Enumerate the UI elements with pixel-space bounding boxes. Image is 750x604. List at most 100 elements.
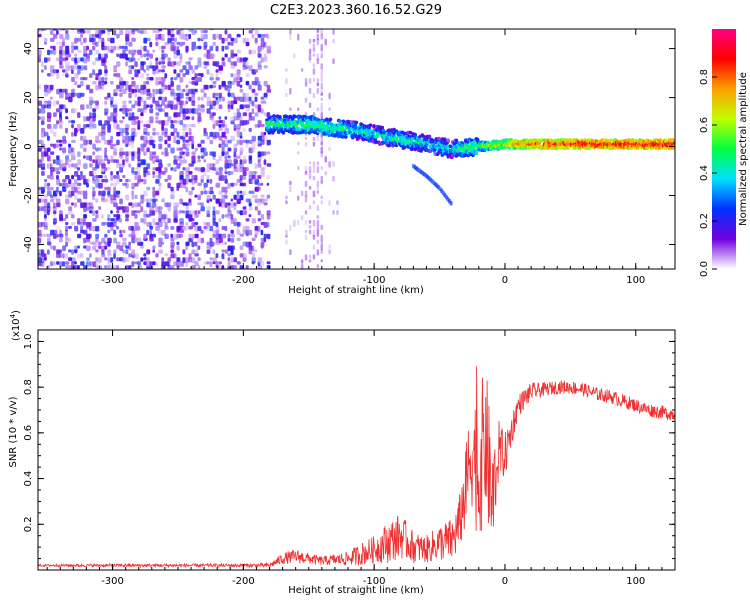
spectrogram-cell bbox=[53, 261, 56, 266]
spectrogram-cell bbox=[221, 225, 225, 231]
spectrogram-cell bbox=[239, 210, 244, 216]
spectrogram-cell bbox=[218, 104, 223, 110]
spectrogram-cell bbox=[182, 249, 186, 255]
spectrogram-cell bbox=[158, 135, 163, 142]
spectrogram-cell bbox=[194, 147, 198, 152]
spectrogram-cell bbox=[320, 73, 323, 79]
spectrogram-cell bbox=[289, 185, 292, 193]
spectrogram-cell bbox=[254, 198, 259, 203]
spectrogram-cell bbox=[134, 225, 138, 231]
spectrogram-cell bbox=[92, 80, 97, 85]
spectrogram-cell bbox=[89, 96, 94, 102]
spectrogram-cell bbox=[218, 171, 223, 177]
spectrogram-cell bbox=[239, 175, 243, 181]
spectrogram-cell bbox=[200, 73, 204, 78]
spectrogram-cell bbox=[230, 104, 234, 110]
x-tick-label: -100 bbox=[363, 576, 386, 587]
spectrogram-cell bbox=[245, 61, 249, 68]
spectrogram-cell bbox=[146, 37, 151, 42]
spectrogram-cell bbox=[170, 225, 175, 230]
spectrogram-cell bbox=[200, 155, 205, 159]
spectrogram-cell bbox=[77, 37, 82, 42]
spectrogram-cell bbox=[149, 202, 153, 208]
spectrogram-cell bbox=[179, 53, 183, 59]
spectrogram-cell bbox=[113, 104, 118, 110]
spectrogram-cell bbox=[197, 57, 202, 62]
spectrogram-cell bbox=[47, 186, 50, 191]
spectrogram-cell bbox=[65, 49, 70, 55]
spectrogram-cell bbox=[182, 124, 187, 128]
spectrogram-cell bbox=[71, 49, 74, 54]
spectrogram-cell bbox=[230, 233, 235, 238]
spectrogram-cell bbox=[191, 241, 195, 248]
spectrogram-cell bbox=[188, 61, 191, 66]
spectrogram-cell bbox=[65, 222, 69, 226]
spectrogram-cell bbox=[62, 37, 65, 44]
spectrogram-cell bbox=[245, 225, 250, 231]
spectrogram-cell bbox=[327, 133, 332, 138]
spectrogram-cell bbox=[56, 108, 60, 113]
spectrogram-cell bbox=[176, 45, 180, 52]
spectrogram-cell bbox=[251, 135, 256, 142]
spectrogram-cell bbox=[316, 136, 320, 142]
spectrogram-cell bbox=[146, 249, 151, 255]
spectrogram-cell bbox=[74, 92, 78, 97]
spectrogram-cell bbox=[44, 88, 48, 93]
spectrogram-cell bbox=[44, 222, 48, 227]
spectrogram-cell bbox=[194, 108, 198, 115]
spectrogram-cell bbox=[227, 202, 231, 206]
spectrogram-cell bbox=[59, 112, 62, 118]
spectrogram-cell bbox=[110, 194, 114, 201]
spectrogram-cell bbox=[56, 167, 60, 172]
spectrogram-cell bbox=[50, 84, 54, 90]
spectrogram-cell bbox=[257, 163, 262, 168]
spectrogram-cell bbox=[137, 225, 141, 231]
spectrogram-cell bbox=[41, 233, 46, 237]
spectrogram-cell bbox=[212, 53, 216, 58]
spectrogram-cell bbox=[152, 175, 155, 179]
spectrogram-cell bbox=[173, 210, 178, 216]
spectrogram-cell bbox=[77, 49, 82, 53]
spectrogram-cell bbox=[308, 220, 312, 224]
spectrogram-cell bbox=[158, 237, 163, 242]
spectrogram-cell bbox=[474, 151, 479, 155]
spectrogram-cell bbox=[251, 33, 255, 39]
spectrogram-cell bbox=[285, 229, 288, 235]
spectrogram-cell bbox=[212, 214, 216, 220]
spectrogram-cell bbox=[304, 254, 308, 261]
spectrogram-cell bbox=[59, 120, 63, 124]
spectrogram-cell bbox=[304, 234, 308, 240]
spectrogram-cell bbox=[251, 49, 257, 55]
spectrogram-cell bbox=[143, 61, 147, 65]
spectrogram-cell bbox=[92, 190, 96, 197]
spectrogram-cell bbox=[152, 65, 157, 71]
spectrogram-cell bbox=[227, 253, 232, 257]
spectrogram-cell bbox=[320, 200, 323, 205]
spectrogram-cell bbox=[215, 210, 220, 215]
spectrogram-cell bbox=[209, 163, 214, 169]
spectrogram-cell bbox=[176, 202, 180, 208]
spectrogram-cell bbox=[110, 257, 114, 263]
spectrogram-cell bbox=[92, 69, 96, 76]
spectrogram-cell bbox=[86, 155, 90, 161]
spectrogram-cell bbox=[304, 180, 308, 187]
spectrogram-cell bbox=[71, 41, 75, 48]
spectrogram-cell bbox=[41, 222, 45, 227]
spectrogram-cell bbox=[203, 147, 207, 152]
spectrogram-cell bbox=[173, 127, 178, 133]
x-tick-label: -300 bbox=[101, 275, 124, 286]
spectrogram-cell bbox=[266, 45, 271, 51]
spectrogram-cell bbox=[218, 33, 222, 40]
spectrogram-cell bbox=[155, 198, 158, 202]
spectrogram-cell bbox=[191, 233, 194, 240]
spectrogram-cell bbox=[119, 178, 123, 182]
spectrogram-cell bbox=[50, 261, 54, 267]
spectrogram-cell bbox=[212, 257, 217, 263]
spectrogram-cell bbox=[140, 53, 143, 58]
spectrogram-cell bbox=[62, 104, 66, 110]
spectrogram-cell bbox=[197, 194, 201, 201]
spectrogram-cell bbox=[236, 49, 241, 54]
spectrogram-cell bbox=[257, 175, 262, 179]
spectrogram-cell bbox=[672, 141, 675, 146]
spectrogram-cell bbox=[53, 69, 57, 74]
